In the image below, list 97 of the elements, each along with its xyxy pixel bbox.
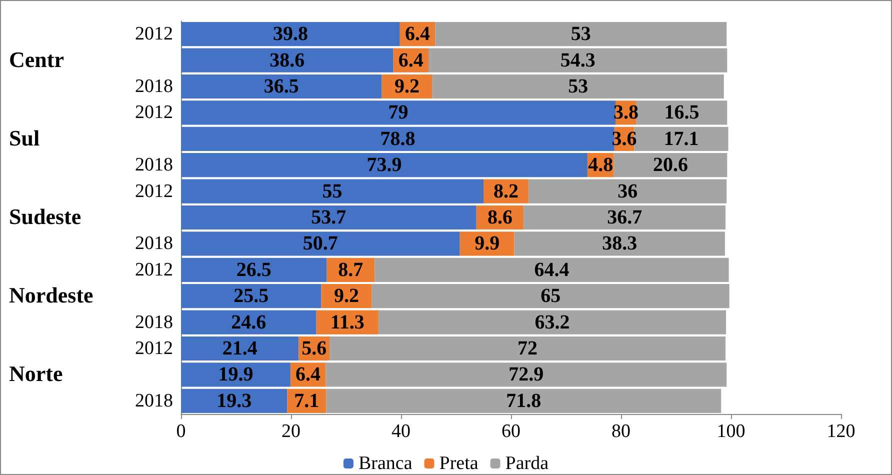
bar [528, 179, 727, 204]
bar [181, 22, 400, 46]
data-label: 73.9 [366, 154, 402, 176]
data-label: 9.9 [474, 232, 500, 255]
data-label: 36.5 [264, 76, 299, 98]
data-label: 19.3 [216, 390, 252, 412]
data-label: 63.2 [534, 311, 570, 334]
data-label: 72.9 [508, 364, 544, 386]
text: Centr [9, 46, 64, 72]
data-label: 64.4 [534, 258, 570, 281]
data-label: 6.4 [398, 49, 424, 72]
data-label: 78.8 [380, 128, 416, 150]
bar [181, 284, 322, 308]
data-label: 6.4 [405, 23, 430, 46]
bar [374, 258, 729, 282]
bar [372, 284, 730, 308]
data-label: 53 [568, 76, 588, 98]
x-tick-label: 60 [502, 421, 520, 442]
bar [181, 205, 476, 230]
y-tick-label: 2012 [135, 24, 173, 45]
x-tick-label: 20 [282, 421, 300, 442]
data-label: 38.3 [602, 232, 638, 255]
data-label: 8.2 [494, 180, 519, 202]
data-label: 9.2 [334, 285, 360, 308]
legend-label: Preta [439, 453, 479, 474]
bar [614, 153, 728, 178]
bar [326, 388, 722, 413]
bar [181, 100, 616, 125]
y-tick-label: 2018 [135, 154, 173, 176]
data-label: 72 [518, 338, 538, 360]
y-tick-label: 2018 [135, 312, 173, 333]
data-label: 55 [322, 180, 342, 202]
data-label: 65 [540, 285, 561, 308]
data-label: 5.6 [302, 338, 327, 360]
bar [636, 100, 728, 125]
data-label: 8.6 [488, 206, 512, 228]
bar [514, 232, 725, 256]
x-tick-label: 80 [612, 421, 630, 442]
y-tick-label: 2018 [135, 390, 173, 412]
text: Sudeste [9, 204, 82, 229]
data-label: 36.7 [607, 206, 642, 228]
data-label: 38.6 [270, 49, 305, 72]
text: Nordeste [9, 282, 94, 308]
data-label: 24.6 [231, 311, 266, 334]
data-label: 21.4 [222, 338, 258, 360]
data-label: 39.8 [272, 23, 308, 46]
bar [181, 74, 382, 99]
text: Sul [9, 125, 40, 150]
bar [181, 48, 394, 72]
data-label: 11.3 [330, 311, 364, 334]
data-label: 20.6 [653, 154, 688, 176]
bar [181, 153, 588, 178]
data-label: 79 [388, 102, 408, 124]
bar [326, 362, 727, 387]
y-tick-label: 2012 [135, 259, 173, 280]
x-tick-label: 120 [826, 421, 856, 442]
x-tick-label: 100 [716, 421, 746, 442]
x-tick-label: 0 [176, 421, 186, 442]
bar [524, 205, 726, 230]
bar [181, 336, 299, 361]
y-tick-label: 2012 [135, 180, 173, 202]
data-label: 9.2 [394, 76, 420, 98]
bar [181, 179, 484, 204]
bar [435, 22, 727, 46]
data-label: 8.7 [338, 258, 364, 281]
data-label: 16.5 [664, 102, 700, 124]
data-label: 26.5 [236, 258, 272, 281]
data-label: 50.7 [302, 232, 338, 255]
data-label: 6.4 [296, 364, 321, 386]
text: Norte [9, 361, 63, 386]
data-label: 7.1 [294, 390, 320, 412]
data-label: 36 [618, 180, 638, 202]
y-tick-label: 2018 [135, 76, 173, 97]
bar [181, 362, 290, 387]
data-label: 17.1 [664, 128, 699, 150]
data-label: 53.7 [311, 206, 346, 228]
data-label: 4.8 [588, 154, 614, 176]
data-label: 25.5 [234, 285, 269, 308]
y-tick-label: 2012 [135, 102, 173, 124]
bar [181, 232, 460, 256]
data-label: 19.9 [218, 364, 254, 386]
data-label: 54.3 [560, 49, 596, 72]
bar [428, 48, 728, 72]
y-tick-label: 2012 [135, 338, 173, 359]
bar [181, 310, 316, 334]
bar [181, 258, 327, 282]
data-label: 71.8 [506, 390, 542, 412]
bar [181, 126, 614, 151]
legend-label: Parda [505, 453, 550, 474]
bar [330, 336, 726, 361]
bar [181, 388, 288, 413]
data-label: 53 [570, 23, 591, 46]
legend-label: Branca [358, 453, 413, 474]
x-tick-label: 40 [392, 421, 410, 442]
bar [378, 310, 726, 334]
bar [432, 74, 724, 99]
y-tick-label: 2018 [135, 233, 173, 254]
